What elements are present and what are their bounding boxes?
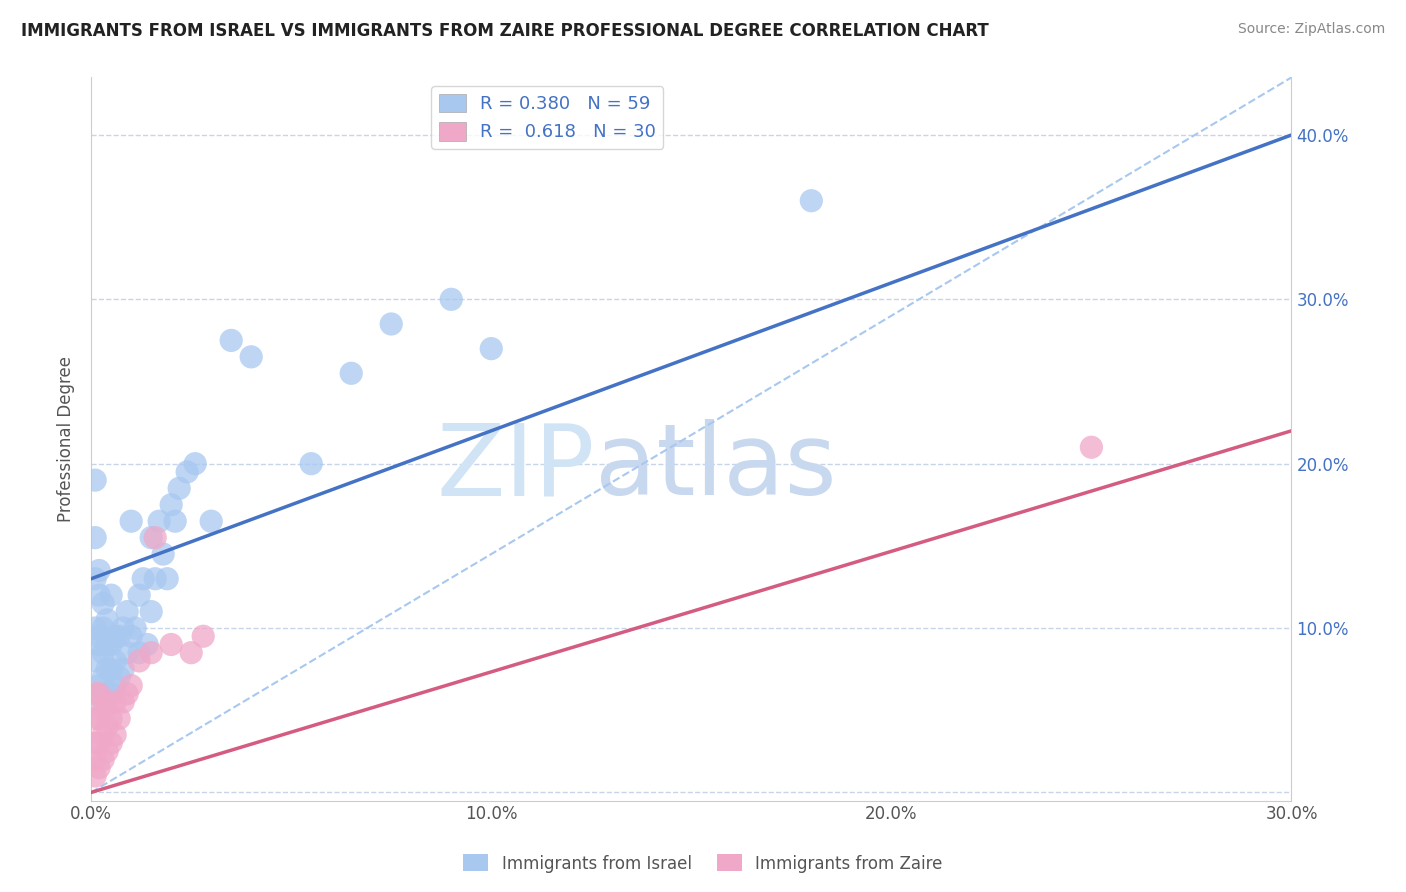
Point [160, 498, 183, 512]
Point [200, 514, 222, 528]
Point [96, 695, 118, 709]
Point [100, 588, 122, 602]
Point [91, 752, 114, 766]
Point [165, 514, 187, 528]
Point [128, 646, 150, 660]
Point [299, 457, 322, 471]
Point [124, 621, 146, 635]
Point [84, 687, 107, 701]
Point [96, 687, 118, 701]
Point [84, 473, 107, 487]
Point [156, 572, 179, 586]
Point [84, 769, 107, 783]
Text: IMMIGRANTS FROM ISRAEL VS IMMIGRANTS FROM ZAIRE PROFESSIONAL DEGREE CORRELATION : IMMIGRANTS FROM ISRAEL VS IMMIGRANTS FRO… [21, 22, 988, 40]
Point [96, 744, 118, 758]
Point [100, 711, 122, 725]
Point [180, 646, 202, 660]
Point [240, 350, 263, 364]
Point [112, 621, 135, 635]
Point [120, 679, 142, 693]
Point [143, 531, 166, 545]
Point [89, 588, 111, 602]
Point [104, 654, 127, 668]
Point [91, 670, 114, 684]
Point [1080, 440, 1102, 454]
Point [340, 366, 363, 380]
Point [104, 728, 127, 742]
Point [219, 334, 242, 348]
Point [104, 695, 127, 709]
Point [84, 531, 107, 545]
Point [96, 613, 118, 627]
Point [89, 679, 111, 693]
Point [84, 654, 107, 668]
Point [141, 646, 163, 660]
Point [91, 621, 114, 635]
Point [100, 687, 122, 701]
Point [96, 720, 118, 734]
Point [120, 629, 142, 643]
Point [96, 662, 118, 676]
Point [89, 564, 111, 578]
Point [100, 638, 122, 652]
Text: atlas: atlas [595, 419, 837, 516]
Point [84, 572, 107, 586]
Point [160, 638, 183, 652]
Point [84, 621, 107, 635]
Point [108, 711, 131, 725]
Y-axis label: Professional Degree: Professional Degree [58, 356, 75, 522]
Point [440, 293, 463, 307]
Point [184, 457, 207, 471]
Point [152, 547, 174, 561]
Point [100, 662, 122, 676]
Point [89, 687, 111, 701]
Point [100, 736, 122, 750]
Point [136, 638, 159, 652]
Point [89, 629, 111, 643]
Text: ZIP: ZIP [437, 419, 595, 516]
Point [128, 654, 150, 668]
Point [800, 194, 823, 208]
Point [120, 514, 142, 528]
Point [89, 638, 111, 652]
Point [104, 679, 127, 693]
Point [89, 711, 111, 725]
Point [84, 711, 107, 725]
Point [84, 736, 107, 750]
Point [104, 629, 127, 643]
Point [115, 646, 138, 660]
Point [89, 761, 111, 775]
Point [108, 670, 131, 684]
Point [91, 695, 114, 709]
Point [112, 662, 135, 676]
Point [143, 572, 166, 586]
Point [128, 588, 150, 602]
Point [193, 629, 215, 643]
Point [91, 703, 114, 717]
Point [380, 317, 402, 331]
Point [148, 514, 170, 528]
Point [91, 646, 114, 660]
Point [89, 736, 111, 750]
Point [176, 465, 198, 479]
Point [141, 605, 163, 619]
Point [167, 481, 190, 495]
Point [112, 695, 135, 709]
Point [91, 728, 114, 742]
Point [115, 605, 138, 619]
Text: Source: ZipAtlas.com: Source: ZipAtlas.com [1237, 22, 1385, 37]
Point [91, 596, 114, 610]
Point [84, 752, 107, 766]
Legend: Immigrants from Israel, Immigrants from Zaire: Immigrants from Israel, Immigrants from … [457, 847, 949, 880]
Legend: R = 0.380   N = 59, R =  0.618   N = 30: R = 0.380 N = 59, R = 0.618 N = 30 [432, 87, 664, 149]
Point [115, 687, 138, 701]
Point [96, 638, 118, 652]
Point [132, 572, 155, 586]
Point [141, 531, 163, 545]
Point [479, 342, 502, 356]
Point [108, 629, 131, 643]
